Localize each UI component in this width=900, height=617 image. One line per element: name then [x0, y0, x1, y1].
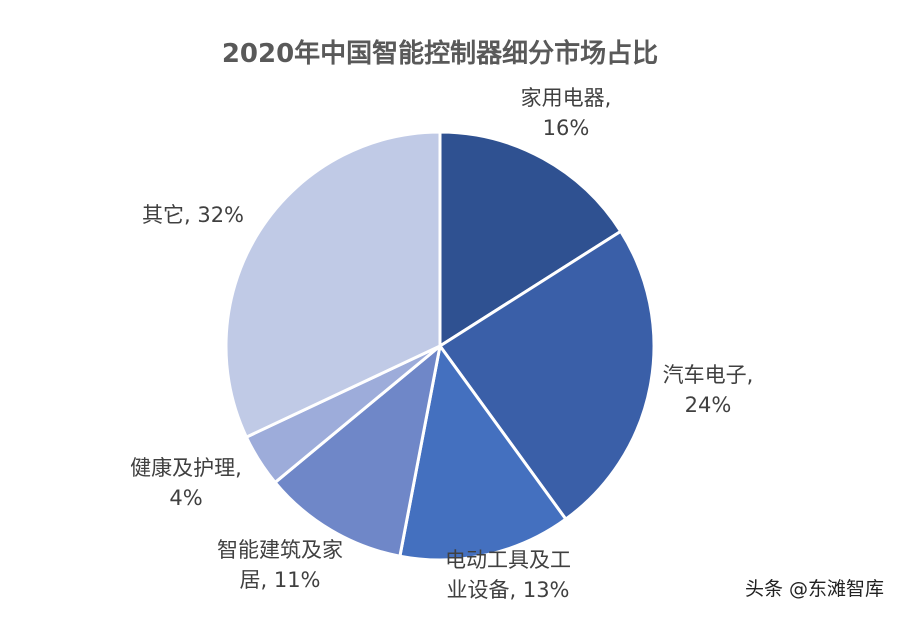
- slice-label-line: 电动工具及工: [445, 548, 571, 572]
- slice-label-line: 16%: [543, 116, 590, 140]
- slice-label-line: 家用电器,: [521, 86, 612, 110]
- pie-slice-6: [224, 130, 442, 439]
- slice-label-5: 健康及护理, 4%: [130, 456, 242, 510]
- slice-labels: 家用电器, 16% 汽车电子, 24% 电动工具及工业设备, 13% 智能建筑及家居, 1…: [130, 86, 753, 602]
- chart-title: 2020年中国智能控制器细分市场占比: [222, 38, 658, 69]
- slice-label-line: 4%: [169, 486, 202, 510]
- pie-slices: [224, 130, 656, 562]
- slice-label-6: 其它, 32%: [142, 203, 244, 227]
- pie-slice-1: [438, 130, 623, 348]
- pie-slice-3: [398, 344, 568, 562]
- slice-label-line: 其它, 32%: [142, 203, 244, 227]
- pie-slice-2: [438, 229, 656, 521]
- slice-label-line: 智能建筑及家: [217, 538, 343, 562]
- watermark: 头条 @东滩智库: [744, 578, 884, 600]
- pie-slice-4: [273, 344, 442, 558]
- slice-label-4: 智能建筑及家居, 11%: [217, 538, 343, 592]
- slice-label-line: 健康及护理,: [130, 456, 242, 480]
- slice-label-2: 汽车电子, 24%: [663, 363, 754, 417]
- slice-label-line: 居, 11%: [239, 568, 320, 592]
- slice-label-line: 汽车电子,: [663, 363, 754, 387]
- slice-label-line: 24%: [685, 393, 732, 417]
- slice-label-3: 电动工具及工业设备, 13%: [445, 548, 571, 602]
- slice-label-1: 家用电器, 16%: [521, 86, 612, 140]
- slice-label-line: 业设备, 13%: [446, 578, 569, 602]
